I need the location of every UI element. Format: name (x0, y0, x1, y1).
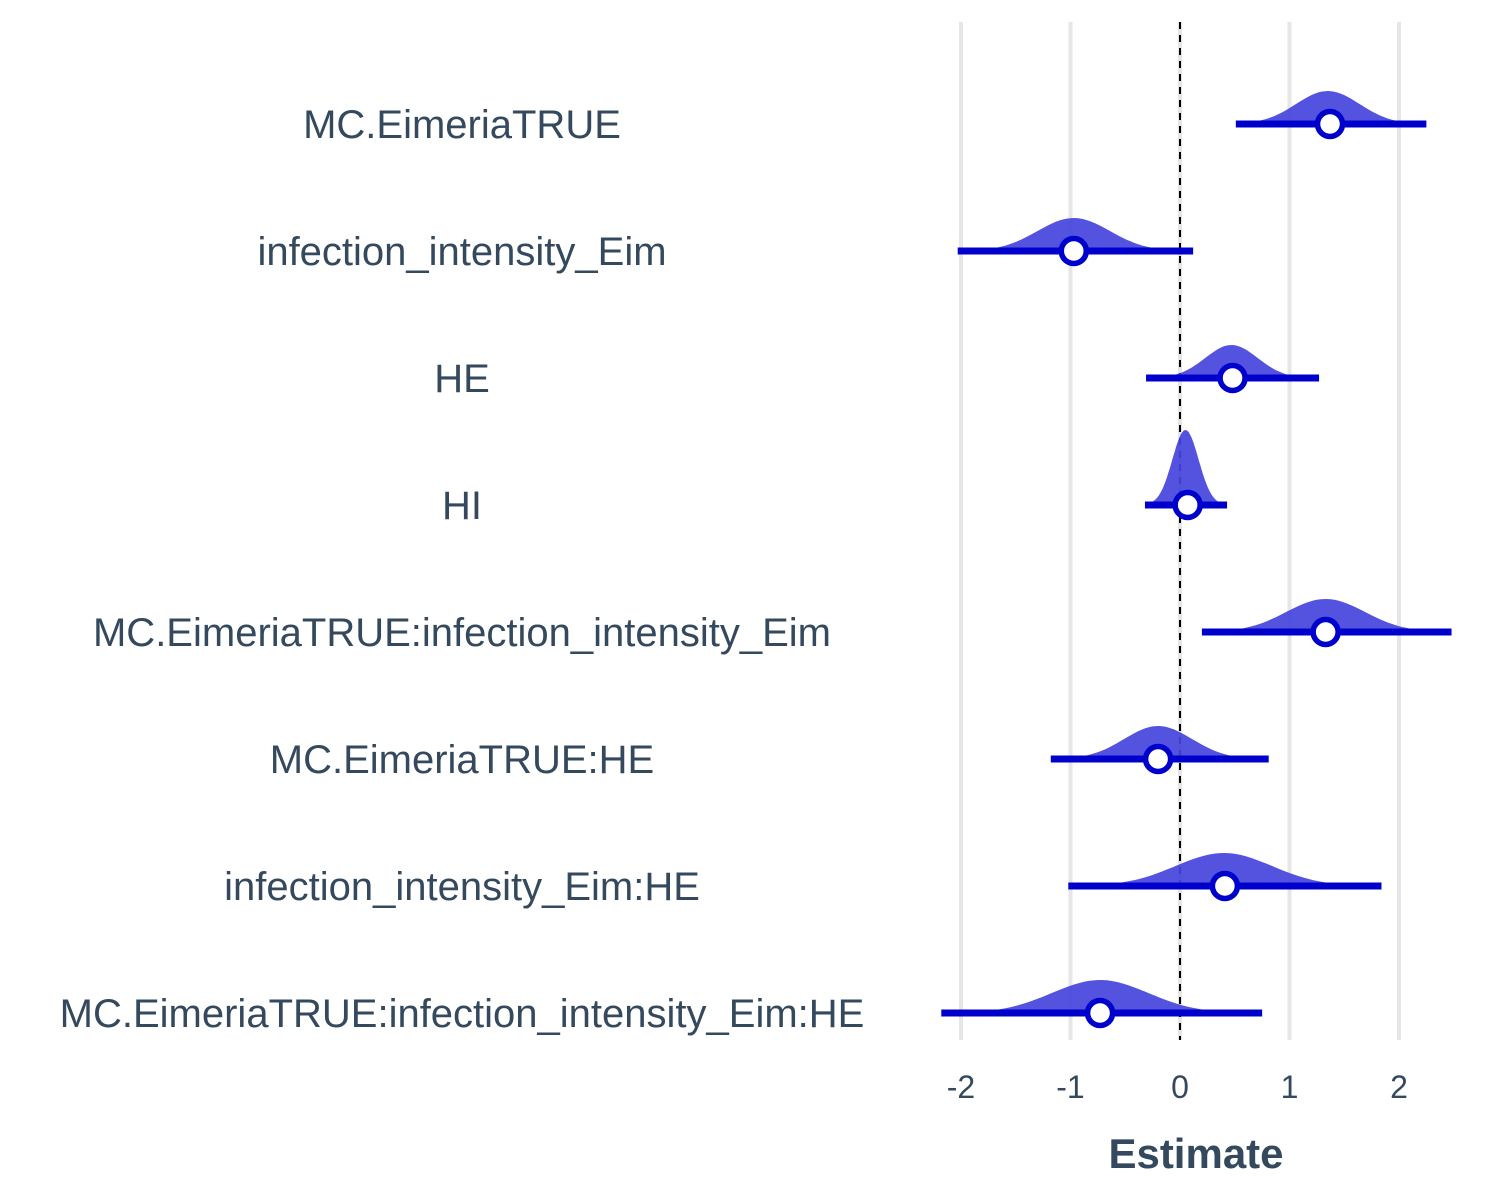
posterior-density (1146, 345, 1320, 378)
term-label: MC.EimeriaTRUE (303, 103, 621, 147)
point-estimate (1084, 997, 1116, 1029)
term-label: MC.EimeriaTRUE:infection_intensity_Eim (93, 611, 831, 655)
point-estimate (1142, 743, 1174, 775)
posterior-density (941, 980, 1263, 1013)
coefficient-row (941, 980, 1263, 1029)
term-label: MC.EimeriaTRUE:infection_intensity_Eim:H… (60, 992, 865, 1036)
x-tick-label: 2 (1390, 1069, 1408, 1105)
y-axis-term-labels: MC.EimeriaTRUE infection_intensity_Eim HE H… (60, 103, 865, 1036)
term-label: HI (442, 484, 482, 528)
point-estimate (1217, 362, 1248, 394)
term-label: infection_intensity_Eim:HE (224, 865, 700, 909)
term-label: MC.EimeriaTRUE:HE (270, 738, 654, 782)
point-estimate (1310, 616, 1341, 648)
coefficient-row (1201, 599, 1452, 648)
coefficient-row (1068, 853, 1382, 902)
point-estimate (1209, 870, 1241, 902)
point-estimate (1314, 108, 1346, 140)
posterior-density (1145, 430, 1228, 505)
x-tick-label: -1 (1056, 1069, 1084, 1105)
x-axis-tick-labels: -2 -1 0 1 2 (947, 1069, 1408, 1105)
coefficient-row (1146, 345, 1320, 394)
point-estimate (1172, 489, 1203, 521)
coefficient-row (1050, 726, 1269, 775)
term-label: infection_intensity_Eim (257, 230, 666, 274)
x-tick-label: 0 (1171, 1069, 1189, 1105)
x-axis-title: Estimate (1108, 1130, 1283, 1177)
posterior-density (1068, 853, 1382, 886)
point-estimate (1058, 235, 1090, 267)
posterior-density (1201, 599, 1452, 632)
coefficient-row (1144, 430, 1228, 521)
coefficient-marks (941, 91, 1452, 1029)
x-tick-label: -2 (947, 1069, 975, 1105)
coefficient-row (1235, 91, 1427, 140)
term-label: HE (434, 357, 490, 401)
posterior-density (957, 218, 1194, 251)
x-tick-label: 1 (1281, 1069, 1299, 1105)
posterior-density (1050, 726, 1269, 759)
coefficient-row (957, 218, 1194, 267)
posterior-density (1235, 91, 1427, 124)
